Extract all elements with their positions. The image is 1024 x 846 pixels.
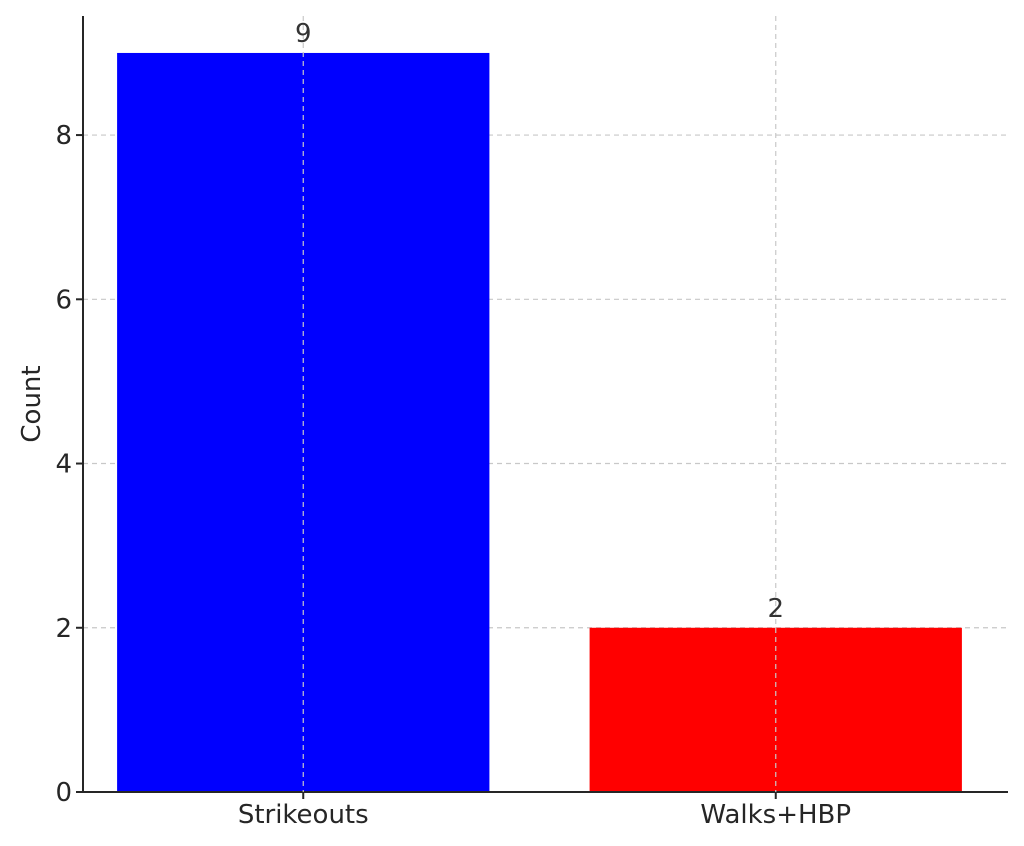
x-tick-label: Strikeouts: [238, 800, 369, 830]
tick-layer: 0 2 4 6 8 Strikeouts Walks+HBP: [55, 121, 851, 830]
bar-value-label: 9: [295, 19, 312, 49]
x-tick-label: Walks+HBP: [700, 800, 851, 830]
data-label-layer: 92: [295, 16, 784, 792]
y-tick-label: 8: [55, 121, 72, 151]
y-tick-label: 0: [55, 778, 72, 808]
y-axis-label: Count: [17, 365, 47, 442]
y-tick-label: 4: [55, 450, 72, 480]
y-tick-label: 6: [55, 285, 72, 315]
axis-layer: [82, 16, 1008, 793]
bar-value-label: 2: [767, 594, 784, 624]
bar-layer: [117, 52, 962, 792]
y-tick-label: 2: [55, 614, 72, 644]
